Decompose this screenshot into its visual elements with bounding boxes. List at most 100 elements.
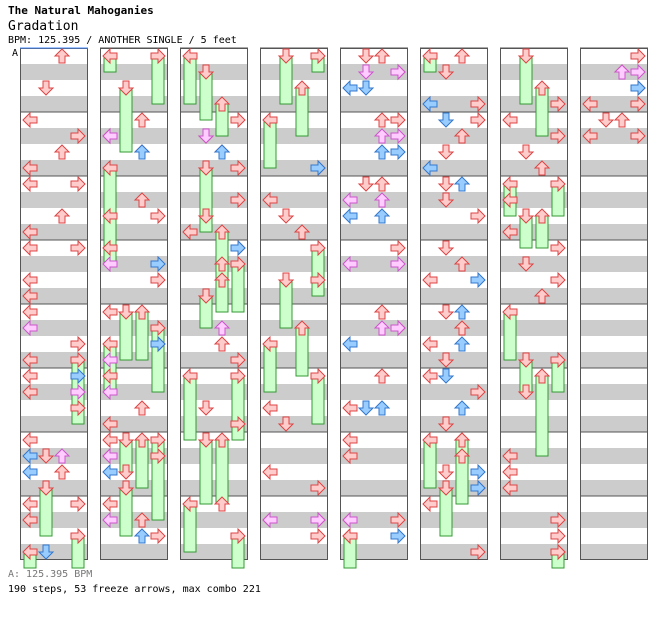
step-arrow-right [230,415,246,433]
step-arrow-right [390,63,406,81]
freeze-head-arrow [70,527,86,545]
beat-stripe [20,288,88,304]
step-arrow-right [630,79,646,97]
freeze-head-arrow [277,48,295,64]
beat-stripe [260,160,328,176]
step-arrow-up [373,368,391,384]
beat-stripe [260,224,328,240]
step-arrow-left [22,287,38,305]
beat-stripe [500,96,568,112]
step-arrow-down [37,544,55,560]
beat-stripe [420,512,488,528]
bpm-marker-label: A [12,48,18,59]
beat-stripe [420,384,488,400]
beat-stripe [100,448,168,464]
step-arrow-up [453,304,471,320]
freeze-head-arrow [133,432,151,448]
step-arrow-left [342,191,358,209]
beat-stripe [500,128,568,144]
step-arrow-left [22,447,38,465]
step-arrow-right [470,111,486,129]
freeze-head-arrow [533,208,551,224]
freeze-head-arrow [213,432,231,448]
beat-stripe [20,480,88,496]
beat-stripe [500,192,568,208]
step-arrow-down [357,400,375,416]
step-arrow-left [422,495,438,513]
beat-stripe [20,352,88,368]
beat-stripe [340,512,408,528]
freeze-head-arrow [37,480,55,496]
freeze-arrow [119,87,133,153]
step-arrow-left [22,159,38,177]
beat-stripe [420,64,488,80]
freeze-head-arrow [517,48,535,64]
beat-stripe [580,128,648,144]
beat-stripe [580,416,648,432]
step-arrow-up [373,320,391,336]
beat-stripe [180,160,248,176]
step-arrow-left [502,223,518,241]
beat-stripe [340,544,408,560]
step-arrow-up [373,48,391,64]
freeze-head-arrow [533,368,551,384]
beat-stripe [20,544,88,560]
beat-stripe [180,320,248,336]
beat-stripe [260,416,328,432]
freeze-arrow [183,375,197,441]
beat-stripe [580,352,648,368]
step-arrow-right [470,95,486,113]
freeze-head-arrow [150,431,166,449]
step-arrow-left [102,239,118,257]
step-arrow-up [373,304,391,320]
step-arrow-left [102,303,118,321]
step-arrow-up [533,160,551,176]
step-arrow-right [150,207,166,225]
step-arrow-down [357,64,375,80]
step-arrow-right [550,511,566,529]
beat-stripe [100,416,168,432]
step-arrow-right [390,527,406,545]
beat-stripe [260,288,328,304]
beat-stripe [340,416,408,432]
beat-stripe [20,64,88,80]
beat-stripe [180,512,248,528]
beat-stripe [20,256,88,272]
freeze-head-arrow [437,480,455,496]
step-arrow-down [117,464,135,480]
step-arrow-left [102,255,118,273]
step-arrow-right [630,127,646,145]
beat-stripe [500,64,568,80]
beat-stripe [20,96,88,112]
step-arrow-right [630,47,646,65]
beat-stripe [100,256,168,272]
step-arrow-left [342,255,358,273]
step-arrow-left [502,479,518,497]
step-arrow-right [70,335,86,353]
beat-stripe [580,288,648,304]
freeze-head-arrow [293,320,311,336]
beat-stripe [340,64,408,80]
beat-stripe [340,448,408,464]
freeze-head-arrow [102,335,118,353]
beat-stripe [420,352,488,368]
step-arrow-up [53,48,71,64]
beat-stripe [260,128,328,144]
beat-stripe [500,512,568,528]
step-arrow-up [373,208,391,224]
beat-stripe [420,224,488,240]
beat-stripe [340,128,408,144]
step-arrow-right [230,351,246,369]
beat-stripe [580,448,648,464]
beat-stripe [500,160,568,176]
freeze-head-arrow [550,175,566,193]
step-arrow-left [342,79,358,97]
beat-stripe [500,416,568,432]
beat-stripe [100,544,168,560]
freeze-head-arrow [150,47,166,65]
step-arrow-right [550,543,566,561]
step-arrow-left [22,367,38,385]
beat-stripe [180,384,248,400]
beat-stripe [580,480,648,496]
step-arrow-left [102,351,118,369]
